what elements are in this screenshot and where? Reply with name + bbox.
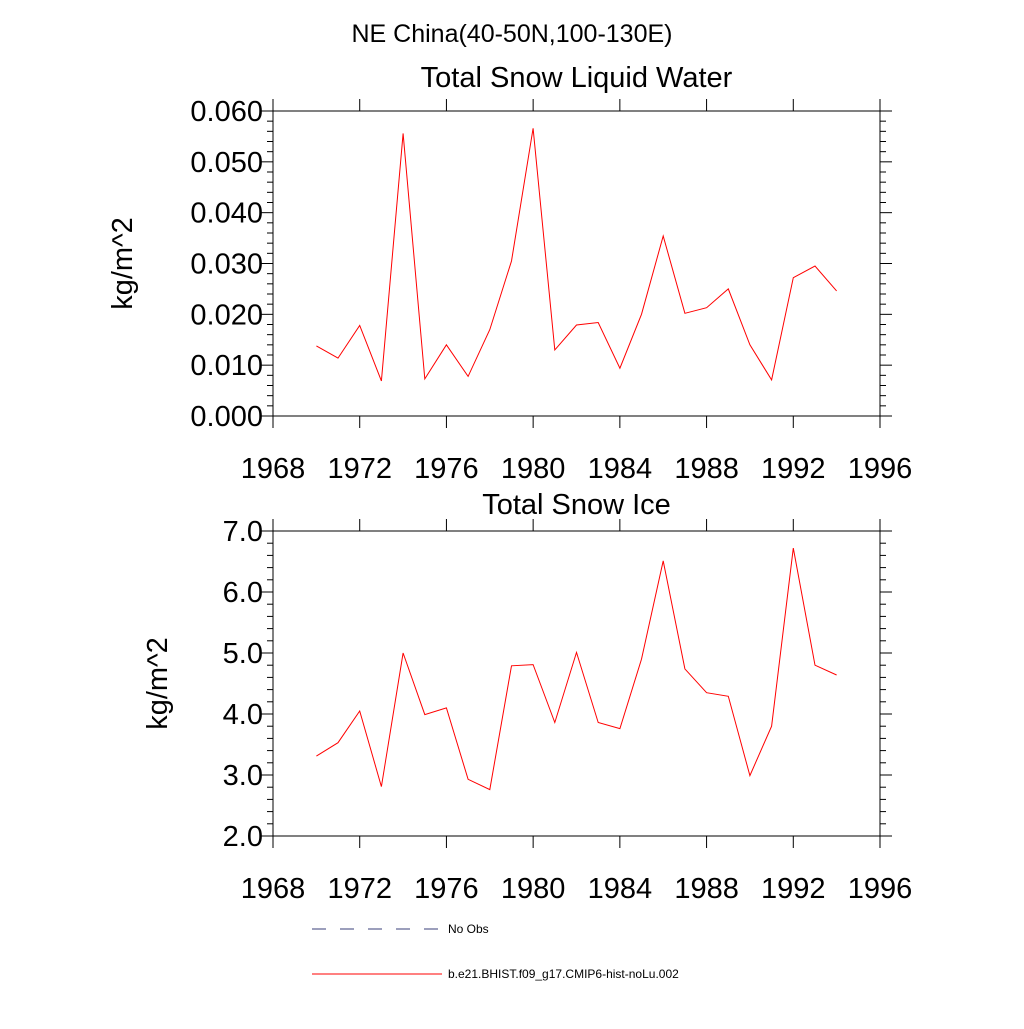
- p1-xtick-label-1: 1972: [327, 873, 392, 905]
- p1-xtick-label-5: 1988: [674, 873, 739, 905]
- panel-snow-liquid-water: Total Snow Liquid Water 0.000 0.010 0.020 0.…: [107, 62, 912, 485]
- p1-ytick-label-4: 6.0: [223, 577, 263, 609]
- figure-suptitle: NE China(40-50N,100-130E): [351, 20, 672, 48]
- p0-xtick-label-1: 1972: [327, 453, 392, 485]
- p0-ytick-label-5: 0.050: [190, 147, 263, 179]
- p0-ytick-label-2: 0.020: [190, 299, 263, 331]
- p0-xtick-label-0: 1968: [241, 453, 306, 485]
- p0-xtick-label-6: 1992: [761, 453, 826, 485]
- p0-ytick-label-4: 0.040: [190, 198, 263, 230]
- legend-label-model: b.e21.BHIST.f09_g17.CMIP6-hist-noLu.002: [448, 967, 679, 981]
- p1-plot-frame: [272, 530, 881, 837]
- p0-xtick-label-7: 1996: [848, 453, 913, 485]
- p1-xtick-label-6: 1992: [761, 873, 826, 905]
- panel-snow-ice: Total Snow Ice 2.0 3.0 4.0 5.0 6.0 7.0 1968 1972…: [142, 489, 912, 905]
- p0-plot-frame: [272, 110, 881, 417]
- legend: No Obs b.e21.BHIST.f09_g17.CMIP6-hist-no…: [312, 922, 679, 981]
- p0-ylabel: kg/m^2: [107, 217, 139, 310]
- p1-title: Total Snow Ice: [482, 489, 671, 521]
- p1-ytick-label-3: 5.0: [223, 638, 263, 670]
- p1-ytick-label-1: 3.0: [223, 760, 263, 792]
- p0-ytick-label-1: 0.010: [190, 350, 263, 382]
- legend-label-no-obs: No Obs: [448, 922, 489, 936]
- p1-ytick-label-2: 4.0: [223, 699, 263, 731]
- p0-xtick-label-3: 1980: [501, 453, 566, 485]
- p1-series-line-0: [316, 548, 837, 791]
- p0-xtick-label-2: 1976: [414, 453, 479, 485]
- p1-ytick-label-5: 7.0: [223, 516, 263, 548]
- p0-title: Total Snow Liquid Water: [421, 62, 733, 94]
- p1-xtick-label-3: 1980: [501, 873, 566, 905]
- p0-xtick-label-4: 1984: [588, 453, 653, 485]
- p1-ylabel: kg/m^2: [142, 637, 174, 730]
- p0-xtick-label-5: 1988: [674, 453, 739, 485]
- p1-xtick-label-2: 1976: [414, 873, 479, 905]
- p0-ytick-label-6: 0.060: [190, 96, 263, 128]
- p1-xtick-label-4: 1984: [588, 873, 653, 905]
- p1-xtick-label-7: 1996: [848, 873, 913, 905]
- p0-ytick-label-3: 0.030: [190, 249, 263, 281]
- p1-xtick-label-0: 1968: [241, 873, 306, 905]
- p0-series-line-0: [316, 128, 837, 382]
- p0-ytick-label-0: 0.000: [190, 401, 263, 433]
- p1-ytick-label-0: 2.0: [223, 821, 263, 853]
